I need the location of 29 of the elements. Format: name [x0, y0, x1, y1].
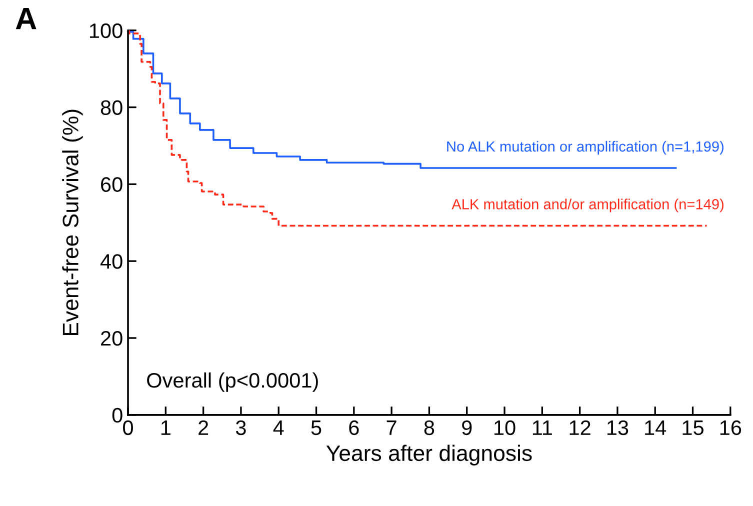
x-tick-label: 5 [311, 420, 322, 436]
y-tick-label: 60 [101, 177, 122, 192]
series-label: No ALK mutation or amplification (n=1,199) [447, 140, 724, 155]
x-tick-label: 15 [682, 420, 704, 436]
x-tick-label: 7 [386, 420, 396, 435]
y-tick-label: 0 [112, 408, 122, 423]
x-tick-label: 4 [273, 420, 284, 435]
x-tick-label: 12 [570, 420, 590, 435]
series-label: ALK mutation and/or amplification (n=149) [452, 198, 724, 212]
x-tick-label: 0 [123, 420, 133, 436]
y-tick-label: 40 [100, 254, 122, 269]
y-tick-label: 80 [100, 100, 122, 116]
x-tick-label: 14 [645, 420, 666, 435]
x-tick-label: 8 [424, 420, 434, 436]
x-tick-label: 13 [607, 420, 628, 436]
x-tick-label: 3 [236, 420, 246, 436]
x-tick-label: 11 [532, 420, 552, 435]
x-tick-label: 2 [198, 420, 208, 435]
y-axis-title: Event-free Survival (%) [62, 110, 83, 336]
y-tick-label: 100 [90, 23, 122, 38]
x-tick-label: 6 [349, 420, 359, 436]
text: A [16, 8, 36, 30]
x-axis-title: Years after diagnosis [326, 444, 532, 466]
x-tick-label: 16 [720, 420, 742, 436]
annotation: Overall (p<0.0001) [147, 372, 318, 392]
x-tick-label: 9 [462, 420, 472, 436]
x-tick-label: 1 [161, 420, 170, 435]
x-tick-label: 10 [494, 420, 516, 436]
y-tick-label: 20 [101, 331, 122, 346]
